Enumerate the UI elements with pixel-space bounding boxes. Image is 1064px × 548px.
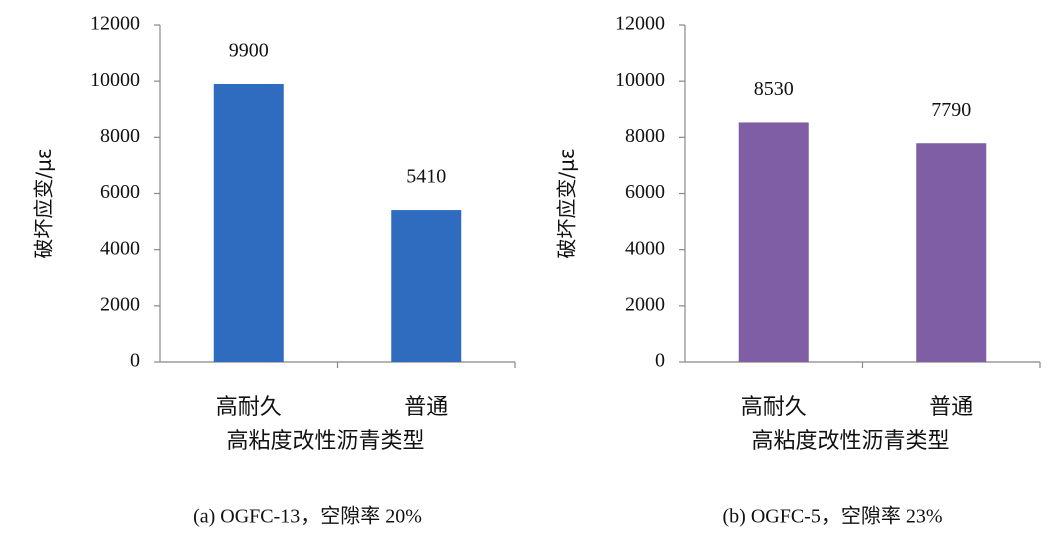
bar xyxy=(391,210,462,362)
y-axis-title: 破坏应变/με xyxy=(555,148,579,258)
bar xyxy=(213,83,284,362)
y-tick-label: 12000 xyxy=(90,13,140,35)
y-axis-title: 破坏应变/με xyxy=(32,148,56,258)
y-tick-label: 12000 xyxy=(615,13,665,35)
data-label: 9900 xyxy=(229,40,269,62)
y-tick-label: 6000 xyxy=(100,181,140,203)
x-tick-label: 普通 xyxy=(929,395,973,420)
y-tick-label: 8000 xyxy=(100,125,140,147)
y-tick-label: 0 xyxy=(130,350,140,372)
data-label: 7790 xyxy=(931,99,971,121)
data-label: 8530 xyxy=(754,78,794,100)
caption: (a) OGFC-13，空隙率 20% xyxy=(193,505,422,528)
y-tick-label: 0 xyxy=(655,350,665,372)
data-label: 5410 xyxy=(406,166,446,188)
y-tick-label: 8000 xyxy=(625,125,665,147)
y-tick-label: 10000 xyxy=(90,69,140,91)
x-tick-label: 高耐久 xyxy=(741,395,807,420)
caption: (b) OGFC-5，空隙率 23% xyxy=(723,505,943,528)
y-tick-label: 2000 xyxy=(100,293,140,315)
y-tick-label: 10000 xyxy=(615,69,665,91)
y-tick-label: 6000 xyxy=(625,181,665,203)
x-tick-label: 普通 xyxy=(404,395,448,420)
x-axis-title: 高粘度改性沥青类型 xyxy=(751,429,949,454)
x-axis-title: 高粘度改性沥青类型 xyxy=(226,429,424,454)
y-tick-label: 2000 xyxy=(625,293,665,315)
y-tick-label: 4000 xyxy=(625,237,665,259)
x-tick-label: 高耐久 xyxy=(216,395,282,420)
bar xyxy=(738,122,809,363)
y-tick-label: 4000 xyxy=(100,237,140,259)
bar xyxy=(916,143,987,362)
